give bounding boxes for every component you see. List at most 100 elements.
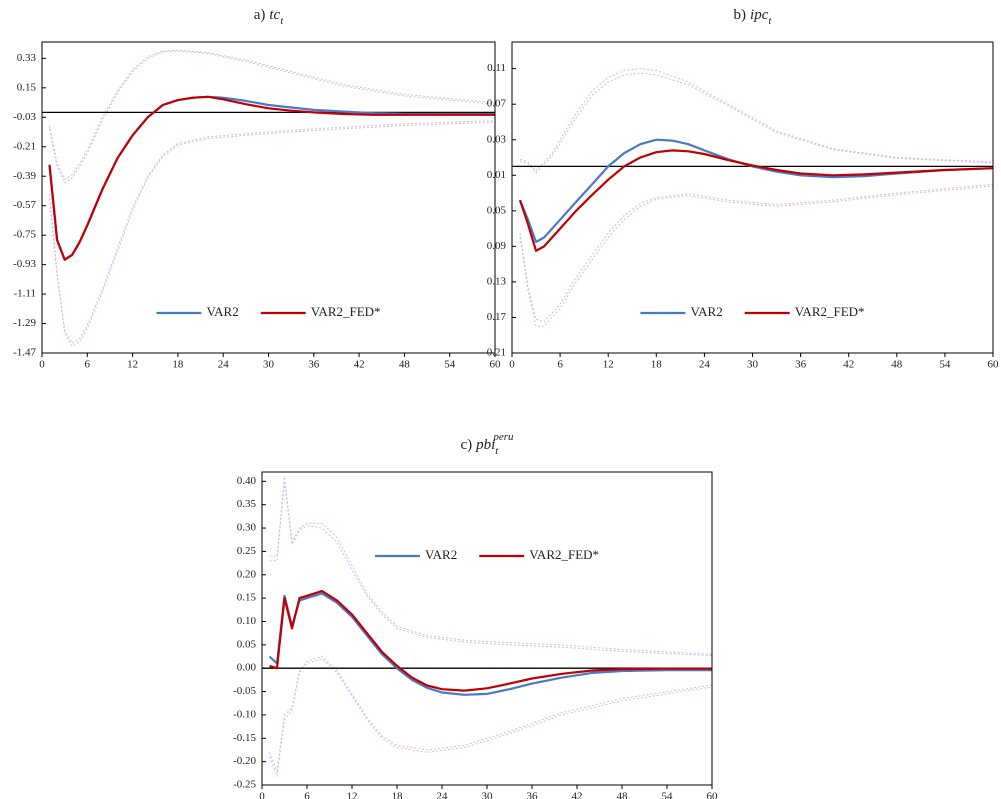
x-tick-label: 60 bbox=[490, 359, 502, 371]
y-tick-label: -0.10 bbox=[233, 708, 256, 720]
legend: VAR2 VAR2_FED* bbox=[640, 304, 865, 319]
x-tick-label: 36 bbox=[527, 791, 539, 799]
y-tick-label: 0.01 bbox=[487, 169, 506, 181]
x-tick-label: 48 bbox=[891, 359, 903, 371]
confidence-band bbox=[519, 185, 993, 327]
x-tick-label: 12 bbox=[603, 359, 614, 371]
x-tick-label: 0 bbox=[259, 791, 265, 799]
y-tick-label: 0.13 bbox=[487, 275, 507, 287]
x-tick-label: 18 bbox=[172, 359, 184, 371]
x-tick-label: 6 bbox=[85, 359, 91, 371]
y-tick-label: 0.17 bbox=[487, 311, 507, 323]
x-tick-label: 42 bbox=[843, 359, 854, 371]
x-tick-label: 12 bbox=[127, 359, 138, 371]
y-tick-label: -1.11 bbox=[13, 288, 36, 300]
y-tick-label: 0.30 bbox=[237, 522, 257, 534]
legend-label: VAR2_FED* bbox=[529, 547, 599, 562]
series-line bbox=[48, 95, 495, 261]
plot-frame bbox=[511, 41, 994, 354]
x-tick-label: 48 bbox=[617, 791, 629, 799]
title-main: pbi bbox=[475, 437, 495, 453]
title-main: ipc bbox=[750, 7, 769, 23]
legend-label: VAR2_FED* bbox=[795, 304, 865, 319]
x-tick-label: 60 bbox=[707, 791, 719, 799]
y-tick-label: 0.25 bbox=[237, 545, 257, 557]
x-tick-label: 6 bbox=[557, 359, 563, 371]
y-tick-label: 0.03 bbox=[487, 133, 507, 145]
y-tick-label: 0.05 bbox=[237, 638, 257, 650]
plot-frame bbox=[41, 41, 496, 354]
x-tick-label: 24 bbox=[437, 791, 449, 799]
x-tick-label: 30 bbox=[482, 791, 494, 799]
y-tick-label: 0.40 bbox=[237, 475, 257, 487]
confidence-band bbox=[519, 183, 993, 323]
confidence-band bbox=[269, 655, 712, 773]
chart-title: c) pbit peru bbox=[460, 431, 514, 457]
x-tick-label: 18 bbox=[392, 791, 404, 799]
x-tick-label: 48 bbox=[399, 359, 411, 371]
confidence-band bbox=[519, 72, 993, 174]
title-main: tc bbox=[269, 7, 280, 23]
confidence-band bbox=[269, 476, 712, 655]
y-tick-label: -0.21 bbox=[13, 140, 36, 152]
y-tick-label: 0.05 bbox=[487, 204, 507, 216]
y-tick-label: 0.15 bbox=[17, 81, 37, 93]
x-tick-label: 30 bbox=[747, 359, 759, 371]
title-prefix: b) bbox=[734, 7, 747, 23]
chart-title: a) tct bbox=[254, 7, 284, 26]
x-tick-label: 60 bbox=[988, 359, 1000, 371]
y-tick-label: -0.25 bbox=[233, 779, 256, 791]
y-tick-label: -1.29 bbox=[13, 317, 36, 329]
x-tick-label: 42 bbox=[572, 791, 583, 799]
legend-label: VAR2_FED* bbox=[311, 304, 381, 319]
x-tick-label: 12 bbox=[347, 791, 358, 799]
confidence-band bbox=[49, 120, 495, 344]
confidence-band bbox=[49, 121, 495, 348]
x-tick-label: 54 bbox=[662, 791, 674, 799]
x-tick-label: 36 bbox=[795, 359, 807, 371]
y-tick-label: 0.10 bbox=[237, 615, 257, 627]
y-tick-label: -0.57 bbox=[13, 199, 36, 211]
y-tick-label: 0.33 bbox=[17, 52, 37, 64]
legend-label: VAR2 bbox=[425, 547, 457, 562]
x-tick-label: 0 bbox=[509, 359, 515, 371]
legend-label: VAR2 bbox=[690, 304, 722, 319]
confidence-band bbox=[519, 68, 993, 172]
title-prefix: a) bbox=[254, 7, 266, 23]
y-tick-label: 0.00 bbox=[237, 662, 257, 674]
x-tick-label: 30 bbox=[263, 359, 275, 371]
y-tick-label: -0.05 bbox=[233, 685, 256, 697]
x-tick-label: 6 bbox=[304, 791, 310, 799]
title-sub: t bbox=[495, 445, 499, 457]
legend-label: VAR2 bbox=[206, 304, 238, 319]
y-tick-label: -0.15 bbox=[233, 732, 256, 744]
series-line bbox=[518, 138, 993, 243]
title-sub: t bbox=[768, 15, 772, 27]
y-tick-label: 0.11 bbox=[487, 62, 506, 74]
series-line bbox=[48, 95, 495, 261]
y-tick-label: -0.03 bbox=[13, 111, 36, 123]
chart-title: b) ipct bbox=[734, 7, 773, 26]
y-tick-label: 0.21 bbox=[487, 347, 506, 359]
confidence-band bbox=[49, 49, 495, 181]
y-tick-label: -0.93 bbox=[13, 258, 36, 270]
legend: VAR2 VAR2_FED* bbox=[374, 547, 599, 562]
title-sup: peru bbox=[492, 431, 514, 443]
series-line bbox=[518, 149, 993, 252]
confidence-band bbox=[269, 658, 712, 778]
series-line bbox=[269, 590, 712, 692]
x-tick-label: 18 bbox=[651, 359, 663, 371]
confidence-band bbox=[49, 50, 495, 184]
x-tick-label: 24 bbox=[218, 359, 230, 371]
y-tick-label: -0.75 bbox=[13, 229, 36, 241]
x-tick-label: 54 bbox=[444, 359, 456, 371]
y-tick-label: -0.39 bbox=[13, 170, 36, 182]
x-tick-label: 0 bbox=[39, 359, 45, 371]
y-tick-label: 0.15 bbox=[237, 592, 257, 604]
title-prefix: c) bbox=[460, 437, 472, 453]
confidence-band bbox=[269, 481, 712, 657]
y-tick-label: 0.35 bbox=[237, 498, 257, 510]
y-tick-label: 0.20 bbox=[237, 568, 257, 580]
y-tick-label: 0.07 bbox=[487, 98, 507, 110]
